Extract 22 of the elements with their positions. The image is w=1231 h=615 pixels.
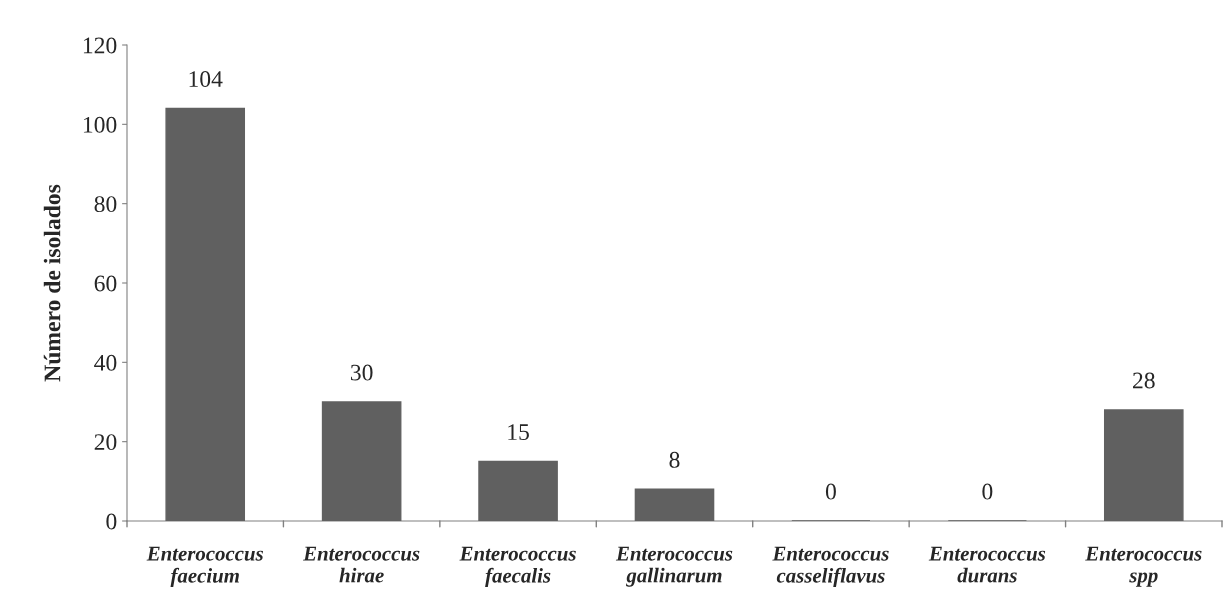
- x-tick-label: Enterococcus durans: [928, 546, 1046, 583]
- data-label: 104: [189, 71, 223, 87]
- data-label: 8: [669, 451, 680, 468]
- data-label: 0: [825, 483, 836, 500]
- x-tick-label: Enterococcus hirae: [303, 546, 420, 583]
- data-label: 30: [350, 364, 373, 381]
- y-tick-label: 0: [106, 513, 117, 530]
- data-label: 0: [982, 483, 993, 500]
- x-tick-label: Enterococcus faecalis: [459, 546, 576, 587]
- y-tick-label: 60: [94, 275, 117, 292]
- x-tick-label: Enterococcus casseliflavus: [772, 546, 889, 587]
- data-label: 15: [508, 424, 529, 441]
- y-tick-label: 100: [83, 116, 117, 133]
- y-axis-title: Número de isolados: [43, 184, 61, 382]
- y-tick-label: 80: [94, 196, 117, 213]
- y-tick-label: 20: [94, 434, 117, 451]
- y-tick-label: 120: [83, 37, 117, 54]
- data-label: 28: [1133, 372, 1155, 389]
- x-tick-label: Enterococcus faecium: [146, 546, 264, 587]
- x-tick-label: Enterococcus spp: [1085, 546, 1202, 587]
- x-tick-label: Enterococcus gallinarum: [615, 546, 733, 587]
- y-tick-label: 40: [94, 354, 117, 371]
